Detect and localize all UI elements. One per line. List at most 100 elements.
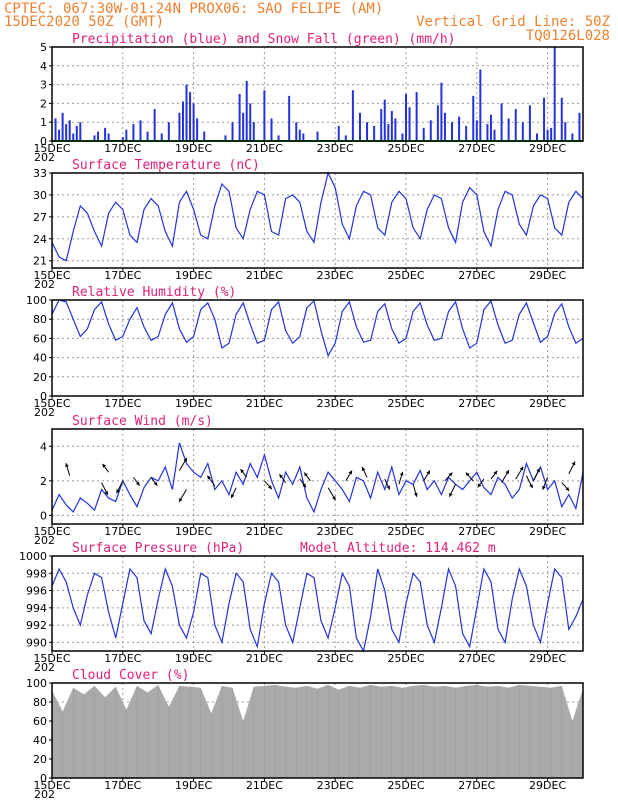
precip-bar (277, 135, 280, 141)
precip-bar (107, 133, 110, 141)
temp-xtick-label: 15DEC (33, 269, 70, 282)
panels-group: 0 1 2 3 4 5 15DEC 17DEC 19DEC 21DEC 23DEC 25DEC 27DE… (19, 32, 584, 800)
precip-bar (263, 90, 266, 141)
wind-ytick-label: 2 (40, 475, 47, 488)
precip-bar (302, 133, 305, 141)
precip-bar (415, 92, 418, 141)
precip-bar (564, 122, 567, 141)
precip-bar (224, 135, 227, 141)
precip-bar (167, 122, 170, 141)
wind-arrow-head (268, 485, 272, 490)
pressure-annotation: Model Altitude: 114.462 m (300, 541, 496, 556)
precip-bar (160, 133, 163, 141)
precip-bar (178, 112, 181, 141)
pressure-ytick-label: 992 (26, 619, 47, 632)
temp-xtick-label: 19DEC (175, 269, 212, 282)
wind-xtick-label: 25DEC (387, 525, 424, 538)
temp-year-stub: 202 (34, 278, 55, 291)
wind-arrow-head (536, 468, 540, 473)
precip-bar (543, 97, 546, 141)
precip-bar (387, 124, 390, 141)
precip-bar (475, 120, 478, 141)
pressure-xtick-label: 23DEC (317, 652, 354, 665)
wind-title: Surface Wind (m/s) (72, 414, 213, 429)
precip-bar (546, 129, 549, 141)
temp-xtick-label: 27DEC (458, 269, 495, 282)
precip-bar (270, 118, 273, 141)
rh-ytick-label: 40 (33, 352, 47, 365)
precip-bar (553, 47, 556, 141)
precip-bar (316, 131, 319, 141)
temp-ytick-label: 33 (33, 167, 47, 180)
rh-ytick-label: 20 (33, 371, 47, 384)
temp-xtick-label: 25DEC (387, 269, 424, 282)
wind-arrow-head (449, 492, 453, 497)
wind-arrow-head (302, 483, 306, 488)
pressure-xtick-label: 27DEC (458, 652, 495, 665)
precip-bar (472, 95, 475, 141)
precip-xtick-label: 15DEC (33, 142, 70, 155)
wind-line (51, 442, 584, 514)
rh-panel: 0 20 40 60 80 100 15DEC 17DEC 19DEC 21DEC 23DEC 25D… (26, 285, 584, 419)
precip-ytick-label: 0 (40, 135, 47, 148)
precip-bar (493, 129, 496, 141)
rh-ytick-label: 100 (26, 294, 47, 307)
precip-bar (489, 114, 492, 141)
precip-bar (75, 125, 78, 141)
precip-ytick-label: 2 (40, 97, 47, 110)
precip-bar (344, 135, 347, 141)
pressure-ytick-label: 996 (26, 585, 47, 598)
precip-bar (401, 133, 404, 141)
precip-bar (358, 112, 361, 141)
wind-ytick-label: 0 (40, 509, 47, 522)
precip-bar (295, 122, 298, 141)
cloud-xtick-label: 25DEC (387, 779, 424, 792)
precip-bar (390, 110, 393, 141)
precip-bar (383, 99, 386, 141)
precip-xtick-label: 17DEC (104, 142, 141, 155)
wind-xtick-label: 27DEC (458, 525, 495, 538)
header-location: CPTEC: 067:30W-01:24N PROX06: SAO FELIPE… (4, 1, 383, 17)
wind-year-stub: 202 (34, 534, 55, 547)
precip-bar (380, 109, 383, 141)
wind-arrow-head (116, 489, 120, 494)
pressure-xtick-label: 15DEC (33, 652, 70, 665)
rh-ytick-label: 80 (33, 313, 47, 326)
precip-bar (97, 131, 100, 141)
precip-ytick-label: 3 (40, 79, 47, 92)
pressure-line (51, 566, 584, 653)
rh-xtick-label: 21DEC (246, 397, 283, 410)
cloud-title: Cloud Cover (%) (72, 668, 189, 683)
precip-bar (245, 80, 248, 141)
temp-xtick-label: 21DEC (246, 269, 283, 282)
cloud-panel: 0 20 40 60 80 100 15DEC 17DEC 19DEC 21DEC 23DEC 25D… (26, 668, 584, 800)
precip-bar (61, 112, 64, 141)
cloud-xtick-label: 21DEC (246, 779, 283, 792)
pressure-ytick-label: 990 (26, 636, 47, 649)
precip-bar (373, 125, 376, 141)
wind-arrow-head (183, 458, 187, 463)
wind-arrow-head (426, 470, 430, 475)
wind-arrow-head (448, 472, 453, 477)
precip-bar (139, 120, 142, 141)
pressure-xtick-label: 29DEC (529, 652, 566, 665)
precip-bar (132, 124, 135, 141)
precip-bar (249, 103, 252, 141)
wind-arrow-head (571, 461, 576, 466)
header-grid-info: Vertical Grid Line: 50Z (416, 14, 610, 30)
precip-ytick-label: 1 (40, 116, 47, 129)
precip-bar (514, 109, 517, 141)
precip-xtick-label: 29DEC (529, 142, 566, 155)
header-date: 15DEC2020 50Z (GMT) (4, 14, 164, 30)
cloud-ytick-label: 80 (33, 696, 47, 709)
precip-xtick-label: 21DEC (246, 142, 283, 155)
precip-bar (535, 133, 538, 141)
precip-bar (79, 122, 82, 141)
precip-bar (337, 125, 340, 141)
wind-arrow-head (102, 463, 107, 468)
wind-xtick-label: 21DEC (246, 525, 283, 538)
precip-bar (238, 94, 241, 141)
wind-arrow-head (135, 481, 140, 486)
cloud-ytick-label: 0 (40, 772, 47, 785)
precip-bar (288, 95, 291, 141)
